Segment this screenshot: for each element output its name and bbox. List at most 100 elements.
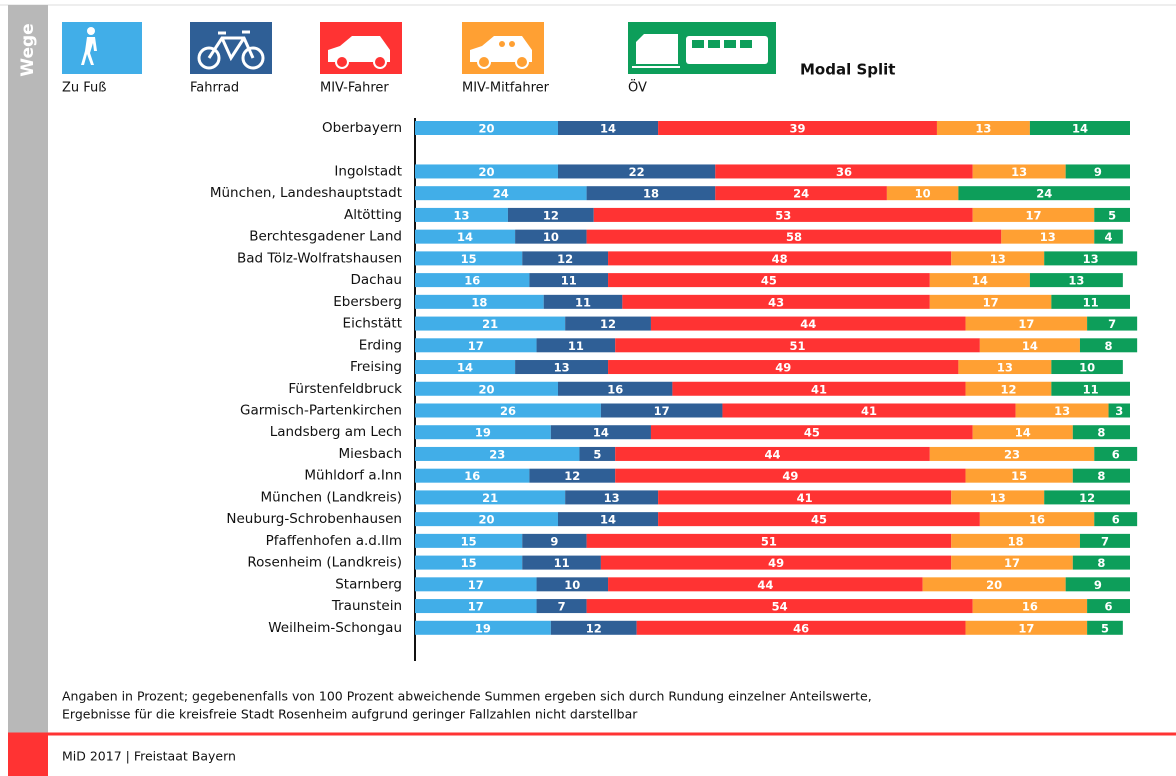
legend-label: Zu Fuß — [62, 81, 106, 96]
bar-segment — [415, 338, 537, 353]
bar-segment — [650, 316, 966, 331]
bar-segment — [1072, 468, 1130, 483]
bar-segment — [936, 121, 1030, 135]
value-label: 24 — [1036, 187, 1052, 201]
bar-segment — [1051, 360, 1123, 375]
bar-segment — [415, 229, 516, 244]
value-label: 13 — [997, 361, 1013, 375]
value-label: 16 — [1022, 600, 1038, 614]
bar-segment — [979, 512, 1095, 527]
value-label: 8 — [1097, 469, 1105, 483]
bar-segment — [1079, 533, 1130, 548]
value-label: 11 — [1083, 382, 1099, 396]
value-label: 53 — [775, 208, 791, 222]
value-label: 10 — [915, 187, 931, 201]
bar-segment — [586, 186, 716, 201]
value-label: 20 — [986, 578, 1002, 592]
bar-segment — [415, 207, 508, 222]
category-label: Erding — [359, 337, 402, 353]
category-label: Rosenheim (Landkreis) — [247, 555, 402, 571]
value-label: 48 — [772, 252, 788, 266]
value-label: 10 — [1079, 361, 1095, 375]
bar-segment — [979, 338, 1080, 353]
bar-segment — [658, 490, 952, 505]
category-label: Miesbach — [338, 446, 402, 462]
value-label: 10 — [564, 578, 580, 592]
bar-segment — [558, 512, 659, 527]
value-label: 14 — [1015, 426, 1031, 440]
value-label: 17 — [468, 600, 484, 614]
value-label: 16 — [1029, 513, 1045, 527]
bar-segment — [415, 403, 601, 418]
category-label: Pfaffenhofen a.d.Ilm — [266, 533, 402, 549]
value-label: 13 — [453, 208, 469, 222]
bar-segment — [715, 164, 973, 179]
bar-segment — [565, 316, 651, 331]
value-label: 14 — [600, 513, 616, 527]
value-label: 51 — [761, 534, 777, 548]
bar-segment — [886, 186, 959, 201]
value-label: 13 — [1068, 274, 1084, 288]
icon-bike — [190, 22, 272, 74]
value-label: 14 — [972, 274, 988, 288]
bar-segment — [558, 121, 659, 135]
category-label: Freising — [350, 359, 402, 375]
category-label: München (Landkreis) — [260, 489, 402, 505]
bar-segment — [415, 360, 516, 375]
bar-segment — [415, 273, 530, 288]
value-label: 41 — [811, 382, 827, 396]
value-label: 12 — [564, 469, 580, 483]
footer-block — [8, 735, 48, 776]
bar-segment — [958, 186, 1130, 201]
bar-segment — [965, 468, 1073, 483]
value-label: 11 — [561, 274, 577, 288]
bar-segment — [929, 446, 1095, 461]
value-label: 5 — [593, 447, 601, 461]
icon-car — [320, 22, 402, 74]
bar-segment — [715, 186, 887, 201]
bar-segment — [1079, 338, 1138, 353]
icon-car-passenger — [462, 22, 544, 74]
category-label: München, Landeshauptstadt — [210, 185, 402, 201]
value-label: 45 — [804, 426, 820, 440]
bar-segment — [658, 512, 980, 527]
bar-segment — [965, 316, 1088, 331]
bar-segment — [958, 360, 1052, 375]
bar-segment — [543, 294, 623, 309]
bar-segment — [951, 555, 1073, 570]
bar-segment — [600, 403, 723, 418]
bar-segment — [1029, 121, 1130, 135]
value-label: 11 — [575, 295, 591, 309]
value-label: 11 — [568, 339, 584, 353]
bar-segment — [1094, 446, 1138, 461]
value-label: 4 — [1105, 230, 1113, 244]
legend-label: ÖV — [628, 79, 647, 96]
bar-segment — [1087, 620, 1123, 635]
value-label: 14 — [1022, 339, 1038, 353]
bar-segment — [951, 490, 1045, 505]
bar-segment — [415, 164, 558, 179]
value-label: 20 — [478, 122, 494, 136]
value-label: 10 — [543, 230, 559, 244]
value-label: 5 — [1101, 621, 1109, 635]
bar-segment — [586, 533, 952, 548]
value-label: 12 — [1079, 491, 1095, 505]
value-label: 14 — [1072, 122, 1088, 136]
category-label: Berchtesgadener Land — [249, 229, 402, 245]
value-label: 51 — [790, 339, 806, 353]
value-label: 13 — [604, 491, 620, 505]
bar-segment — [558, 164, 716, 179]
bar-segment — [415, 121, 558, 135]
bar-segment — [929, 273, 1030, 288]
bar-segment — [415, 577, 537, 592]
icon-transit — [628, 22, 776, 74]
bar-segment — [415, 446, 580, 461]
bar-segment — [522, 251, 609, 266]
value-label: 20 — [478, 165, 494, 179]
bar-segment — [1094, 229, 1123, 244]
value-label: 11 — [554, 556, 570, 570]
bar-segment — [415, 620, 551, 635]
value-label: 41 — [861, 404, 877, 418]
value-label: 49 — [782, 469, 798, 483]
value-label: 16 — [464, 274, 480, 288]
